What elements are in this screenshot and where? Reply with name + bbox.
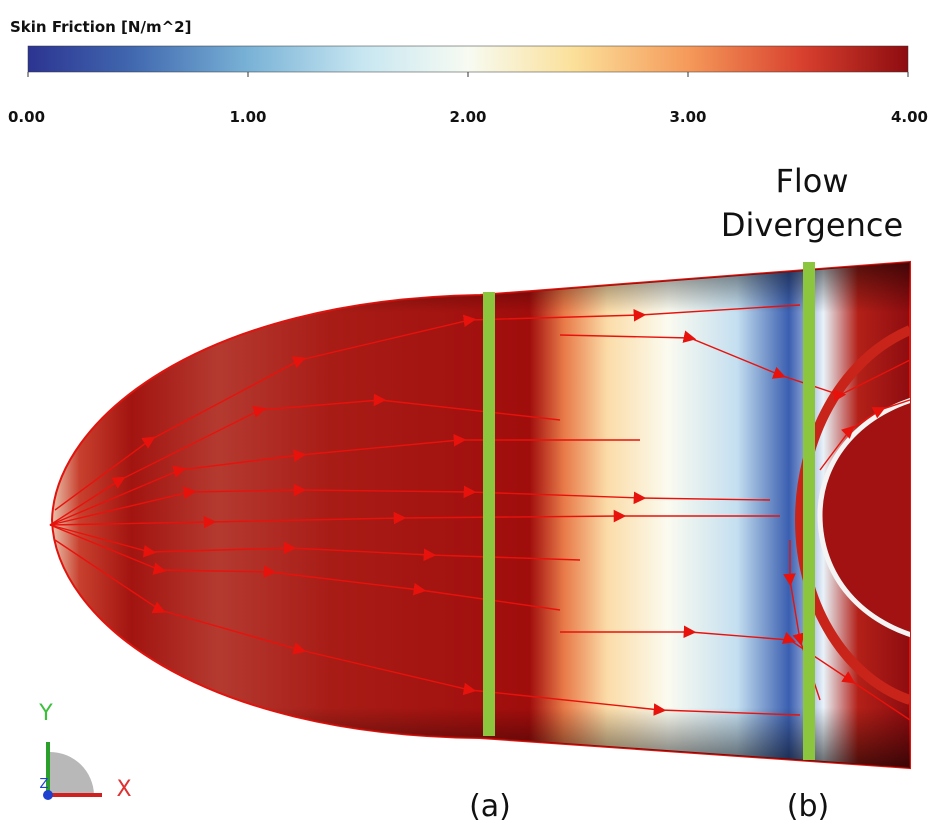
section-label: (a) bbox=[469, 789, 511, 824]
annotation: Divergence bbox=[721, 206, 903, 244]
colorbar-title: Skin Friction [N/m^2] bbox=[10, 18, 191, 36]
streamline bbox=[819, 399, 911, 471]
streamline bbox=[49, 524, 581, 562]
section-plane-b bbox=[803, 262, 815, 760]
section-label: (b) bbox=[787, 789, 829, 824]
colorbar-tick-label: 2.00 bbox=[449, 108, 486, 126]
streamline bbox=[49, 483, 771, 526]
annotation: Flow bbox=[775, 162, 848, 200]
streamline bbox=[49, 524, 561, 611]
colorbar-tick-label: 3.00 bbox=[669, 108, 706, 126]
triad-label: Z bbox=[40, 777, 49, 792]
axes-triad: Y X Z bbox=[38, 701, 131, 802]
streamline bbox=[559, 330, 911, 402]
colorbar-scale bbox=[27, 45, 909, 73]
colorbar: 0.00 1.00 2.00 3.00 4.00 bbox=[8, 45, 928, 126]
section-plane-a bbox=[483, 292, 495, 736]
streamline bbox=[54, 304, 801, 511]
ridge bbox=[794, 325, 910, 705]
triad-disc bbox=[50, 751, 94, 795]
colorbar-tick-label: 4.00 bbox=[891, 108, 928, 126]
triad-z-axis bbox=[43, 790, 53, 800]
colorbar-tick-label: 1.00 bbox=[229, 108, 266, 126]
body-shade bbox=[52, 262, 910, 768]
streamline bbox=[54, 539, 801, 716]
streamline bbox=[49, 509, 780, 529]
streamlines bbox=[49, 304, 911, 721]
triad-label: Y bbox=[38, 701, 53, 726]
colorbar-tick-label: 0.00 bbox=[8, 108, 45, 126]
triad-label: X bbox=[116, 777, 131, 802]
